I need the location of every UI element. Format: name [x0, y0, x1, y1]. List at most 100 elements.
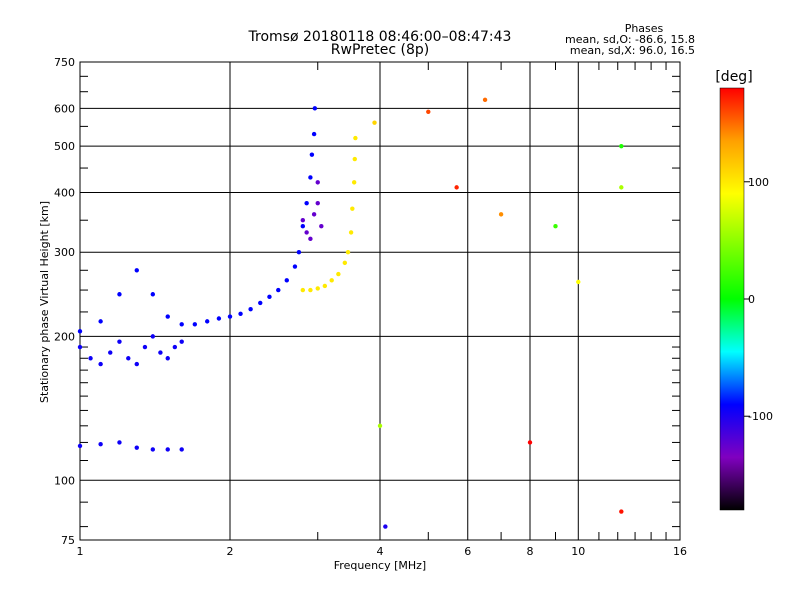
y-tick-label: 300 — [54, 246, 75, 259]
data-point — [315, 200, 320, 206]
data-point — [150, 334, 156, 339]
data-point — [372, 120, 377, 125]
y-tick-label: 100 — [54, 474, 75, 487]
data-point — [77, 329, 83, 334]
data-point — [619, 143, 624, 149]
data-point — [319, 224, 324, 229]
colorbar — [719, 87, 745, 511]
data-point — [258, 300, 263, 306]
data-point — [498, 212, 504, 217]
data-point — [284, 278, 289, 283]
legend-line-o: mean, sd,O: -86.6, 15.8 — [565, 33, 695, 46]
data-point — [142, 344, 148, 350]
data-point — [192, 322, 198, 327]
y-tick-label: 75 — [61, 534, 75, 547]
data-point — [315, 286, 320, 291]
data-point — [134, 268, 139, 273]
data-point — [308, 236, 313, 242]
data-point — [134, 445, 139, 450]
x-axis-label: Frequency [MHz] — [334, 559, 426, 572]
data-point — [179, 447, 184, 452]
data-point — [165, 447, 170, 452]
y-tick-label: 200 — [54, 330, 75, 343]
data-point — [204, 319, 210, 324]
chart-subtitle: RwPretec (8p) — [331, 42, 429, 58]
data-point — [311, 131, 317, 137]
data-point — [311, 212, 317, 217]
legend-line-x: mean, sd,X: 96.0, 16.5 — [570, 44, 695, 57]
minor-ticks — [80, 62, 680, 540]
data-point — [77, 344, 83, 350]
data-point — [300, 287, 306, 293]
data-point — [126, 356, 131, 361]
data-point — [308, 175, 313, 180]
data-points — [77, 97, 624, 529]
y-tick-label: 750 — [54, 56, 75, 69]
data-point — [348, 230, 354, 235]
data-point — [329, 278, 334, 283]
data-point — [117, 292, 122, 297]
data-point — [179, 322, 184, 327]
x-tick-label: 2 — [227, 545, 234, 558]
data-point — [619, 509, 624, 514]
legend-heading: Phases — [625, 22, 664, 35]
data-point — [88, 356, 93, 361]
x-tick-label: 1 — [77, 545, 84, 558]
data-point — [150, 447, 156, 452]
data-point — [377, 423, 383, 429]
data-point — [165, 314, 170, 319]
data-point — [336, 271, 341, 277]
y-tick-labels: 75 100 200 300 400 500 600 750 — [54, 56, 75, 547]
colorbar-ticks: 100 0 -100 — [744, 176, 773, 423]
data-point — [304, 230, 309, 235]
x-tick-label: 8 — [527, 545, 534, 558]
data-point — [150, 292, 156, 297]
data-point — [322, 283, 328, 289]
x-tick-label: 10 — [571, 545, 585, 558]
data-point — [315, 180, 320, 185]
data-point — [353, 135, 358, 141]
data-point — [98, 361, 103, 367]
data-point — [248, 306, 253, 312]
data-point — [165, 356, 170, 361]
data-point — [426, 109, 431, 115]
data-point — [619, 185, 624, 190]
x-tick-label: 4 — [377, 545, 384, 558]
data-point — [172, 344, 178, 350]
data-point — [350, 206, 355, 211]
data-point — [553, 224, 558, 229]
x-tick-label: 16 — [673, 545, 687, 558]
y-tick-label: 400 — [54, 186, 75, 199]
data-point — [117, 339, 122, 344]
data-point — [276, 287, 281, 293]
colorbar-tick-label: -100 — [748, 410, 773, 423]
x-tick-labels: 1 2 4 6 8 10 16 — [77, 545, 688, 558]
data-point — [179, 339, 184, 344]
data-point — [296, 250, 302, 255]
data-point — [527, 440, 533, 445]
data-point — [300, 224, 306, 229]
grid-lines — [80, 62, 680, 540]
colorbar-tick-label: 100 — [748, 176, 769, 189]
data-point — [227, 314, 233, 319]
data-point — [312, 106, 318, 111]
y-tick-label: 500 — [54, 140, 75, 153]
data-point — [309, 152, 315, 157]
data-point — [108, 350, 113, 355]
data-point — [342, 260, 348, 266]
data-point — [576, 279, 581, 285]
data-point — [482, 97, 488, 103]
data-point — [454, 185, 459, 190]
data-point — [352, 156, 357, 162]
data-point — [158, 350, 163, 355]
data-point — [117, 440, 122, 445]
data-point — [304, 200, 309, 206]
data-point — [345, 250, 351, 255]
data-point — [134, 361, 139, 367]
data-point — [98, 441, 103, 447]
data-point — [238, 311, 243, 316]
chart-title: Tromsø 20180118 08:46:00–08:47:43 — [248, 29, 512, 45]
data-point — [216, 316, 222, 321]
data-point — [351, 180, 357, 185]
